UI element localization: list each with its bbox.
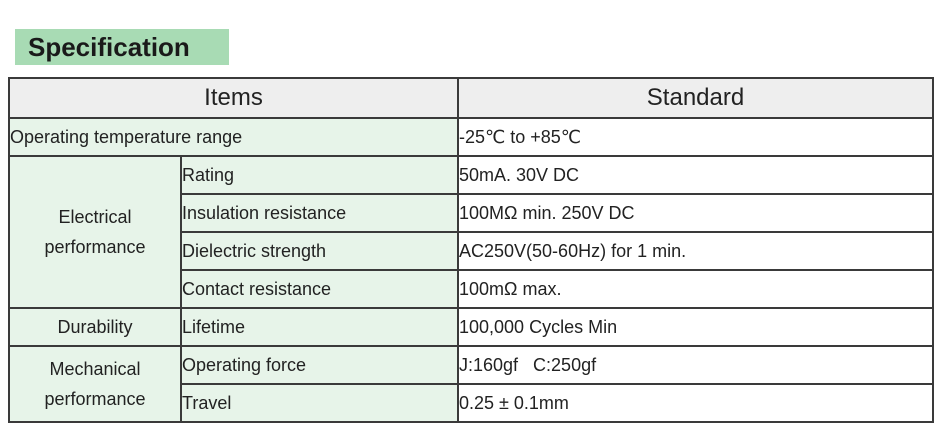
value-operating-temperature: -25℃ to +85℃	[457, 117, 934, 157]
value-contact-resistance: 100mΩ max.	[457, 269, 934, 309]
specification-table: Items Standard Operating temperature ran…	[8, 77, 934, 423]
header-items: Items	[8, 77, 459, 119]
header-standard: Standard	[457, 77, 934, 119]
value-travel: 0.25 ± 0.1mm	[457, 383, 934, 423]
group-electrical-line1: Electrical	[58, 207, 132, 227]
value-operating-force: J:160gf C:250gf	[457, 345, 934, 385]
table-header-row: Items Standard	[8, 77, 934, 119]
label-contact-resistance: Contact resistance	[180, 269, 459, 309]
table-row: Operating temperature range -25℃ to +85℃	[8, 117, 934, 157]
group-electrical-line2: performance	[44, 237, 146, 257]
value-insulation-resistance: 100MΩ min. 250V DC	[457, 193, 934, 233]
label-lifetime: Lifetime	[180, 307, 459, 347]
group-electrical-performance: Electrical performance	[8, 155, 182, 309]
page-title-text: Specification	[28, 31, 190, 62]
table-row: Dielectric strength AC250V(50-60Hz) for …	[9, 231, 934, 271]
table-row: Durability Lifetime 100,000 Cycles Min	[8, 307, 934, 347]
table-row: Electrical performance Rating 50mA. 30V …	[8, 155, 934, 309]
label-travel: Travel	[180, 383, 459, 423]
table-row: Travel 0.25 ± 0.1mm	[9, 383, 934, 423]
value-rating: 50mA. 30V DC	[457, 155, 934, 195]
label-insulation-resistance: Insulation resistance	[180, 193, 459, 233]
value-dielectric-strength: AC250V(50-60Hz) for 1 min.	[457, 231, 934, 271]
group-mechanical-performance: Mechanical performance	[8, 345, 182, 423]
group-durability: Durability	[8, 307, 182, 347]
value-lifetime: 100,000 Cycles Min	[457, 307, 934, 347]
table-row: Contact resistance 100mΩ max.	[9, 269, 934, 309]
label-dielectric-strength: Dielectric strength	[180, 231, 459, 271]
label-operating-temperature: Operating temperature range	[8, 117, 459, 157]
group-mechanical-line1: Mechanical	[49, 359, 141, 379]
group-mechanical-line2: performance	[44, 389, 146, 409]
label-rating: Rating	[180, 155, 459, 195]
table-row: Mechanical performance Operating force J…	[8, 345, 934, 423]
table-row: Insulation resistance 100MΩ min. 250V DC	[9, 193, 934, 233]
label-operating-force: Operating force	[180, 345, 459, 385]
page-title: Specification	[15, 29, 229, 65]
